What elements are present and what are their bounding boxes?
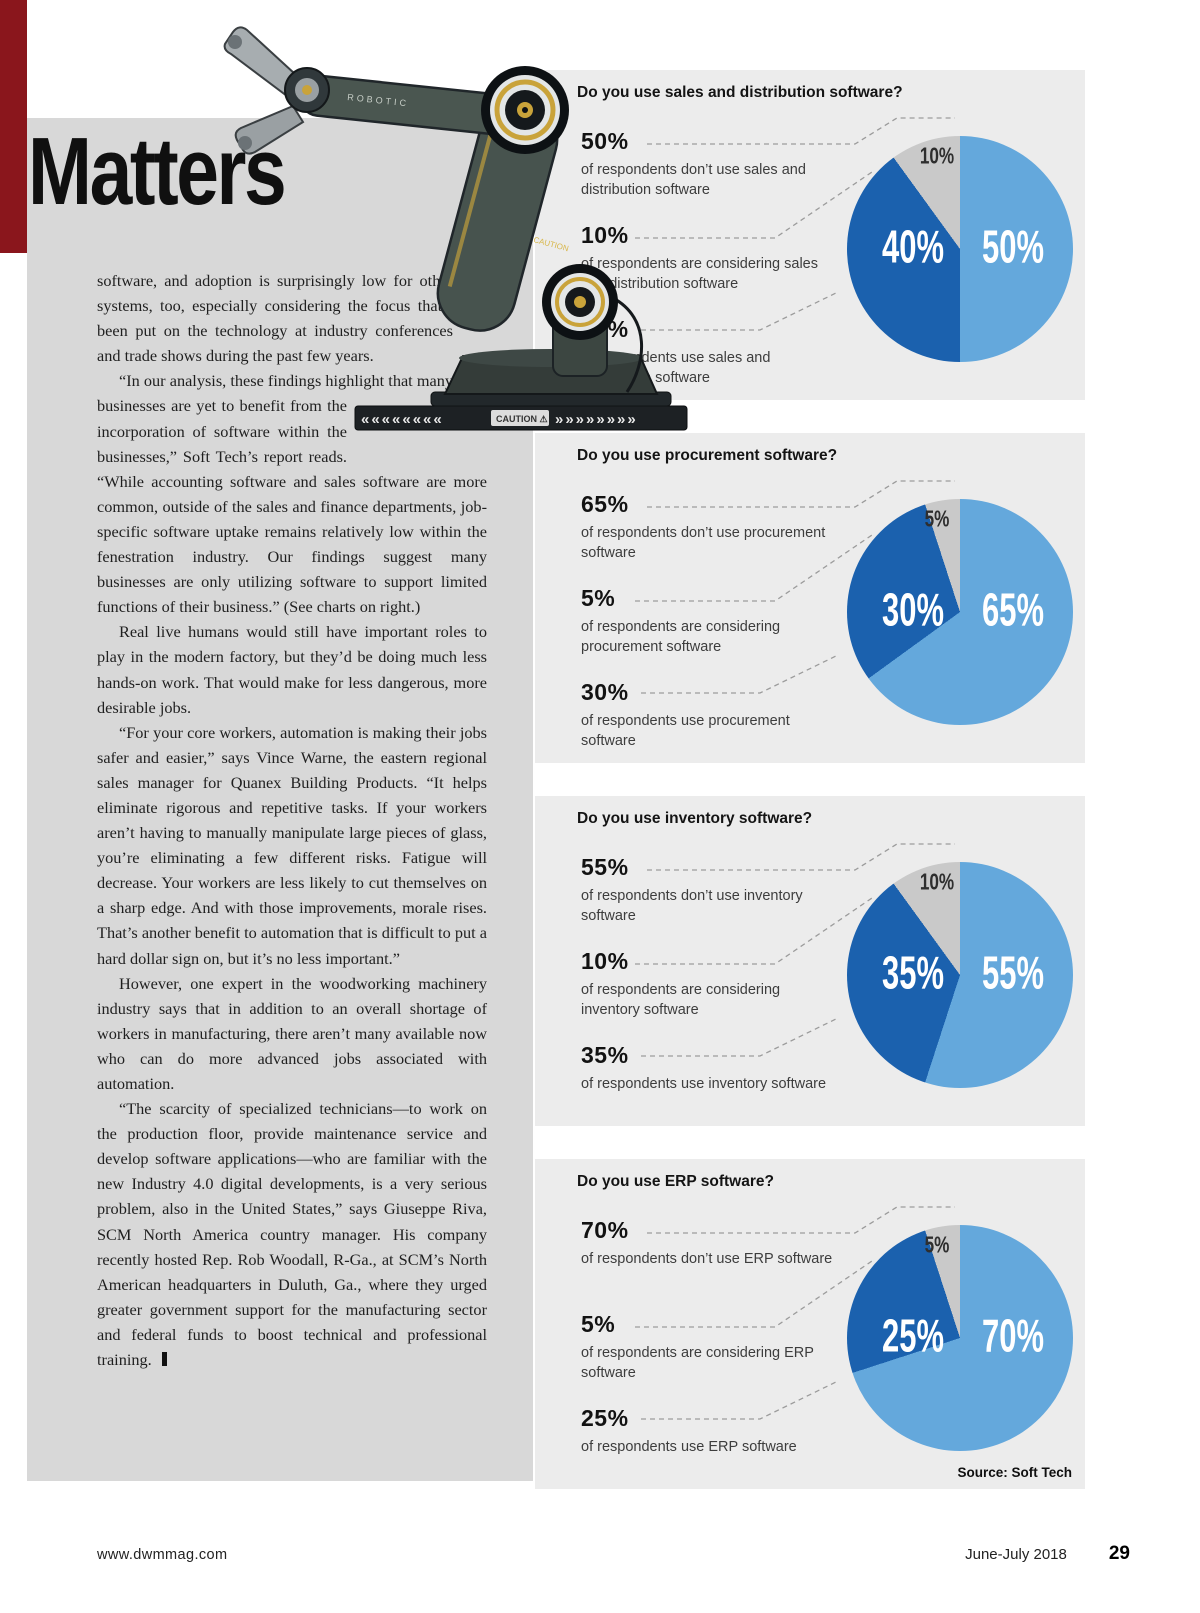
rail-chevrons-left: «««««««« <box>361 411 444 428</box>
callout-lines <box>635 1206 955 1420</box>
stat-description: of respondents don’t use ERP software <box>581 1251 833 1267</box>
pie-slice-label-dont-use: 55% <box>982 947 1044 1000</box>
stat-description: of respondents use ERP software <box>581 1439 797 1455</box>
callout-lines <box>635 117 955 331</box>
pie-slice-label-dont-use: 70% <box>982 1310 1044 1363</box>
stat-considering: 5% of respondents are considering ERP so… <box>581 1311 839 1384</box>
stat-description: of respondents are considering ERP softw… <box>581 1345 814 1382</box>
caution-label: CAUTION ⚠ <box>496 414 548 424</box>
pie-slice-label-use: 30% <box>882 584 944 637</box>
stat-considering: 5% of respondents are considering procur… <box>581 585 839 658</box>
stat-considering: 10% of respondents are considering sales… <box>581 222 839 295</box>
pie-slice-label-considering: 10% <box>919 142 955 169</box>
footer-right: June-July 2018 29 <box>965 1543 1130 1565</box>
pie-slice-label-dont-use: 50% <box>982 221 1044 274</box>
stat-use: 30% of respondents use procurement softw… <box>581 679 839 752</box>
pie-slice-label-considering: 5% <box>924 1231 950 1258</box>
pie-slice-label-use: 35% <box>882 947 944 1000</box>
forearm-stripe <box>447 123 496 288</box>
pie-chart-wrap: 35% 55% 10% <box>847 862 1073 1088</box>
pie-slice-label-considering: 5% <box>924 505 950 532</box>
pie-chart <box>847 862 1073 1088</box>
page-number: 29 <box>1108 1543 1130 1564</box>
stat-dont-use: 70% of respondents don’t use ERP softwar… <box>581 1217 839 1269</box>
stat-description: of respondents don’t use sales and distr… <box>581 162 806 199</box>
survey-question: Do you use procurement software? <box>577 447 838 464</box>
pie-chart <box>847 499 1073 725</box>
stat-use: 35% of respondents use inventory softwar… <box>581 1042 839 1094</box>
stat-value: 55% <box>581 854 629 880</box>
issue-date: June-July 2018 <box>965 1546 1067 1563</box>
stat-value: 25% <box>581 1405 629 1431</box>
stat-value: 5% <box>581 585 616 611</box>
source-credit: Source: Soft Tech <box>957 1465 1072 1480</box>
article-paragraph: software, and adoption is surprisingly l… <box>97 271 453 366</box>
article-paragraph: “The scarcity of specialized technicians… <box>97 1099 487 1370</box>
left-accent-bar <box>0 0 27 253</box>
article-paragraph: “In our analysis, these findings highlig… <box>97 371 487 617</box>
magazine-website: www.dwmmag.com <box>97 1547 228 1563</box>
end-of-article-marker <box>161 1352 167 1367</box>
robot-cable <box>612 296 643 393</box>
article-paragraph: Real live humans would still have import… <box>97 622 487 717</box>
robot-arm-illustration: «««««««« CAUTION ⚠ »»»»»»»» CAUTION ROBO… <box>223 26 688 431</box>
page-footer: www.dwmmag.com June-July 2018 29 <box>97 1543 1130 1565</box>
survey-question: Do you use inventory software? <box>577 810 813 827</box>
stat-value: 10% <box>581 222 629 248</box>
pie-chart-wrap: 30% 65% 5% <box>847 499 1073 725</box>
pie-slice-label-use: 40% <box>882 221 944 274</box>
survey-question: Do you use sales and distribution softwa… <box>577 84 903 101</box>
stat-value: 10% <box>581 948 629 974</box>
pie-chart <box>847 1225 1073 1451</box>
pie-chart-wrap: 25% 70% 5% <box>847 1225 1073 1451</box>
forearm-caution-label: CAUTION <box>532 235 569 253</box>
robot-gripper <box>223 26 330 155</box>
pie-slice-label-use: 25% <box>882 1310 944 1363</box>
stat-value: 50% <box>581 128 629 154</box>
stat-description: of respondents are considering sales and… <box>581 256 818 293</box>
robot-joint-elbow <box>481 66 569 154</box>
caution-plate <box>491 410 549 426</box>
stat-description: of respondents are considering inventory… <box>581 982 781 1019</box>
callout-lines <box>635 480 955 694</box>
survey-panel-erp: Do you use ERP software? 70% of responde… <box>535 1159 1085 1489</box>
pie-chart <box>847 136 1073 362</box>
article-background <box>27 118 533 1481</box>
robot-joint-lower <box>542 264 618 340</box>
pie-slice-label-dont-use: 65% <box>982 584 1044 637</box>
stat-description: of respondents don’t use inventory softw… <box>581 888 803 925</box>
stat-considering: 10% of respondents are considering inven… <box>581 948 839 1021</box>
stat-description: of respondents are considering procureme… <box>581 619 781 656</box>
stat-dont-use: 50% of respondents don’t use sales and d… <box>581 128 839 201</box>
pie-slice-label-considering: 10% <box>919 868 955 895</box>
stat-value: 5% <box>581 1311 616 1337</box>
stat-dont-use: 55% of respondents don’t use inventory s… <box>581 854 839 927</box>
stat-use: 25% of respondents use ERP software <box>581 1405 839 1457</box>
stat-value: 70% <box>581 1217 629 1243</box>
survey-panel-procurement: Do you use procurement software? 65% of … <box>535 433 1085 763</box>
stat-value: 65% <box>581 491 629 517</box>
article-paragraph: “For your core workers, automation is ma… <box>97 722 487 968</box>
article-body: software, and adoption is surprisingly l… <box>97 268 487 1372</box>
rail-chevrons-right: »»»»»»»» <box>555 411 638 428</box>
article-paragraph: However, one expert in the woodworking m… <box>97 973 487 1093</box>
survey-charts-column: Do you use sales and distribution softwa… <box>535 70 1085 1522</box>
survey-panel-inventory: Do you use inventory software? 55% of re… <box>535 796 1085 1126</box>
stat-value: 35% <box>581 1042 629 1068</box>
stat-description: of respondents don’t use procurement sof… <box>581 525 826 562</box>
survey-question: Do you use ERP software? <box>577 1173 774 1190</box>
robot-base-top <box>459 349 643 367</box>
stat-dont-use: 65% of respondents don’t use procurement… <box>581 491 839 564</box>
pie-chart-wrap: 40% 50% 10% <box>847 136 1073 362</box>
stat-value: 30% <box>581 679 629 705</box>
survey-panel-sales-distribution: Do you use sales and distribution softwa… <box>535 70 1085 400</box>
stat-description: of respondents use procurement software <box>581 713 790 750</box>
callout-lines <box>635 843 955 1057</box>
stat-description: of respondents use inventory software <box>581 1076 827 1092</box>
